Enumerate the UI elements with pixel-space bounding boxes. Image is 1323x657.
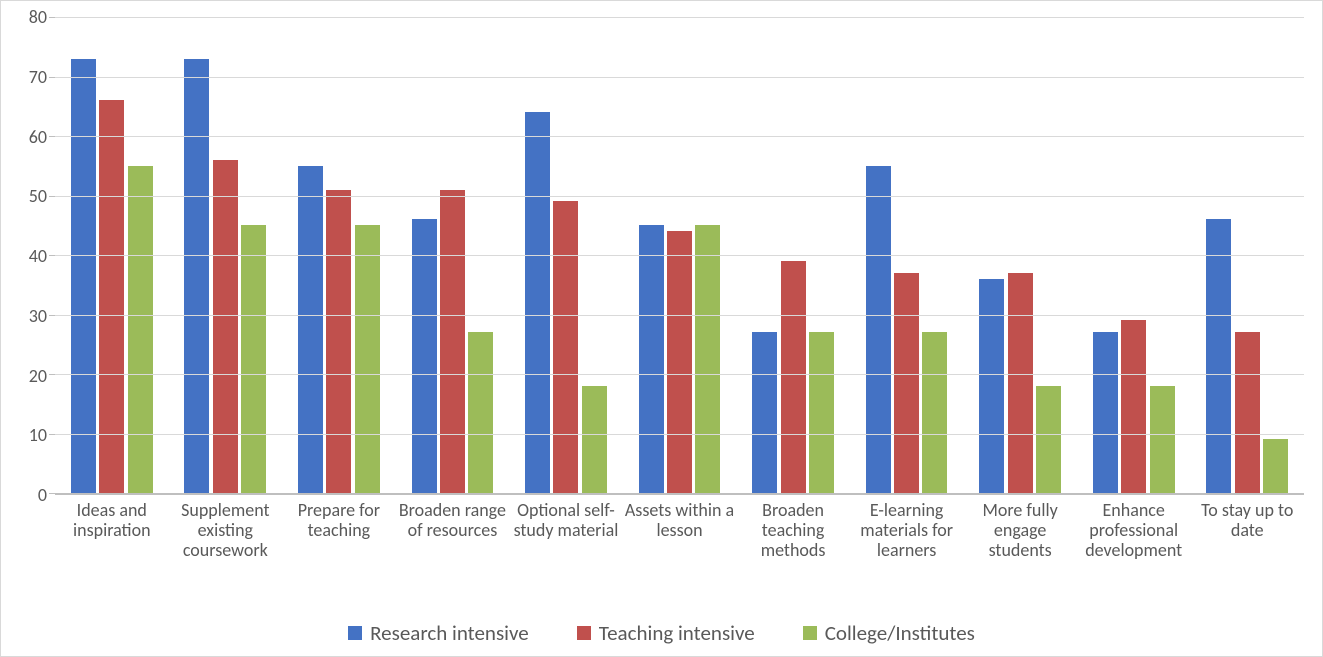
bar <box>241 225 266 493</box>
bar <box>128 166 153 493</box>
bar <box>298 166 323 493</box>
gridline <box>55 255 1304 256</box>
bar <box>1093 332 1118 493</box>
bar <box>525 112 550 493</box>
x-tick-label: Broaden range of resources <box>396 501 510 579</box>
y-tick-label: 70 <box>29 66 47 88</box>
bar <box>71 59 96 493</box>
y-tick-label: 30 <box>29 305 47 327</box>
gridline <box>55 196 1304 197</box>
y-tick-label: 10 <box>29 424 47 446</box>
bar <box>553 201 578 493</box>
bar <box>1235 332 1260 493</box>
x-tick-label: Optional self-study material <box>509 501 623 579</box>
legend-swatch <box>348 626 362 640</box>
y-tick-label: 20 <box>29 365 47 387</box>
x-tick-label: E-learning materials for learners <box>850 501 964 579</box>
y-tick-mark <box>49 374 55 375</box>
bar <box>1121 320 1146 493</box>
legend-label: College/Institutes <box>825 620 975 646</box>
y-tick-label: 50 <box>29 185 47 207</box>
legend-item: College/Institutes <box>803 620 975 646</box>
y-tick-label: 40 <box>29 245 47 267</box>
bar <box>809 332 834 493</box>
gridline <box>55 374 1304 375</box>
bar <box>1206 219 1231 493</box>
plot-area: 01020304050607080 <box>13 17 1304 495</box>
x-tick-label: Prepare for teaching <box>282 501 396 579</box>
bar <box>582 386 607 493</box>
y-tick-mark <box>49 493 55 494</box>
x-tick-label: Enhance professional development <box>1077 501 1191 579</box>
y-tick-label: 60 <box>29 126 47 148</box>
legend-label: Teaching intensive <box>599 620 755 646</box>
y-tick-label: 0 <box>38 484 47 506</box>
bar <box>213 160 238 493</box>
plot <box>55 17 1304 495</box>
bar-chart: 0 10 20 30 40 50 60 70 80 Ideas and inspirationS… <box>0 0 1323 657</box>
y-tick-mark <box>49 255 55 256</box>
gridline <box>55 17 1304 18</box>
bar <box>412 219 437 493</box>
y-tick-mark <box>49 17 55 18</box>
bar <box>184 59 209 493</box>
bar <box>1150 386 1175 493</box>
x-axis-labels: Ideas and inspirationSupplement existing… <box>55 501 1304 579</box>
y-tick-mark <box>49 434 55 435</box>
bar <box>979 279 1004 493</box>
bar <box>667 231 692 493</box>
legend-swatch <box>577 626 591 640</box>
y-tick-mark <box>49 196 55 197</box>
bar <box>695 225 720 493</box>
legend-item: Research intensive <box>348 620 529 646</box>
bar <box>468 332 493 493</box>
x-tick-label: To stay up to date <box>1190 501 1304 579</box>
y-axis: 01020304050607080 <box>13 17 53 495</box>
x-tick-label: Broaden teaching methods <box>736 501 850 579</box>
bar <box>866 166 891 493</box>
bar <box>326 190 351 493</box>
legend: Research intensive Teaching intensive Coll… <box>1 620 1322 646</box>
gridline <box>55 315 1304 316</box>
x-tick-label: Ideas and inspiration <box>55 501 169 579</box>
x-tick-label: Supplement existing coursework <box>169 501 283 579</box>
x-tick-label: More fully engage students <box>963 501 1077 579</box>
y-tick-mark <box>49 136 55 137</box>
y-tick-mark <box>49 315 55 316</box>
bar <box>1263 439 1288 493</box>
bar <box>752 332 777 493</box>
x-tick-label: Assets within a lesson <box>623 501 737 579</box>
y-tick-mark <box>49 77 55 78</box>
bar <box>1036 386 1061 493</box>
bar <box>922 332 947 493</box>
gridline <box>55 77 1304 78</box>
y-tick-label: 80 <box>29 6 47 28</box>
legend-label: Research intensive <box>370 620 529 646</box>
legend-item: Teaching intensive <box>577 620 755 646</box>
bar <box>440 190 465 493</box>
legend-swatch <box>803 626 817 640</box>
gridline <box>55 434 1304 435</box>
bar <box>639 225 664 493</box>
gridline <box>55 136 1304 137</box>
bar <box>355 225 380 493</box>
bar <box>894 273 919 493</box>
bar <box>781 261 806 493</box>
bar <box>1008 273 1033 493</box>
